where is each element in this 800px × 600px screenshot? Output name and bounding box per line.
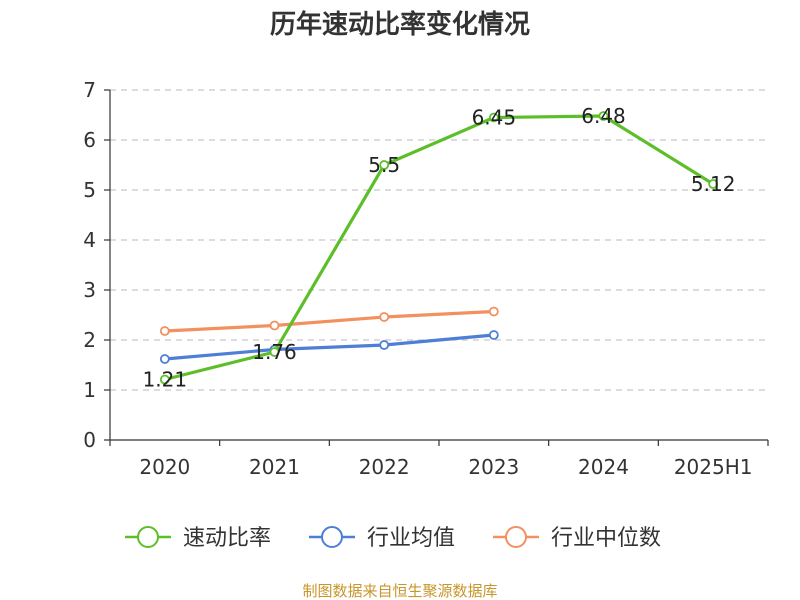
data-point bbox=[598, 111, 609, 121]
data-point bbox=[488, 306, 499, 317]
data-label: 5.12 bbox=[691, 172, 736, 196]
x-tick-label: 2025H1 bbox=[674, 455, 753, 479]
data-label: 6.48 bbox=[581, 104, 626, 128]
data-label: 6.45 bbox=[472, 106, 517, 130]
legend-marker bbox=[321, 526, 343, 548]
y-tick-label: 0 bbox=[83, 428, 96, 452]
data-point bbox=[159, 326, 170, 336]
y-tick-label: 4 bbox=[83, 228, 96, 252]
x-tick-label: 2020 bbox=[139, 455, 190, 479]
data-point bbox=[159, 354, 170, 364]
legend: 速动比率 行业均值 行业中位数 bbox=[125, 526, 661, 551]
data-point bbox=[379, 340, 390, 350]
axes: 0 1 2 3 4 5 6 7 2020 2021 2022 2023 2024 2025H1 bbox=[83, 78, 769, 479]
x-tick-label: 2023 bbox=[468, 455, 519, 479]
source-note: 制图数据来自恒生聚源数据库 bbox=[302, 582, 497, 600]
data-point bbox=[379, 312, 390, 322]
legend-label: 行业均值 bbox=[367, 526, 455, 551]
data-point bbox=[159, 374, 170, 385]
legend-label: 速动比率 bbox=[183, 526, 271, 551]
y-tick-label: 7 bbox=[83, 78, 96, 102]
data-point bbox=[269, 320, 280, 331]
data-point bbox=[269, 347, 280, 357]
data-label: 1.76 bbox=[252, 340, 297, 364]
data-point bbox=[488, 330, 499, 340]
y-tick-label: 1 bbox=[83, 378, 96, 402]
chart-title: 历年速动比率变化情况 bbox=[270, 9, 530, 40]
y-tick-label: 5 bbox=[83, 178, 96, 202]
data-point bbox=[488, 112, 499, 123]
x-tick-label: 2022 bbox=[359, 455, 410, 479]
y-tick-label: 2 bbox=[83, 328, 96, 352]
data-label: 5.5 bbox=[368, 153, 400, 177]
data-labels: 1.21 1.76 5.5 6.45 6.48 5.12 bbox=[143, 104, 736, 392]
data-label: 1.21 bbox=[143, 368, 188, 392]
y-tick-label: 6 bbox=[83, 128, 96, 152]
x-tick-label: 2021 bbox=[249, 455, 300, 479]
data-point bbox=[379, 160, 390, 170]
grid bbox=[110, 89, 768, 391]
data-point bbox=[708, 179, 719, 189]
legend-marker bbox=[505, 526, 527, 548]
series-line bbox=[164, 114, 715, 382]
series-layer bbox=[159, 111, 719, 385]
series-line bbox=[164, 333, 494, 361]
x-tick-label: 2024 bbox=[578, 455, 629, 479]
legend-marker bbox=[137, 526, 159, 548]
y-tick-label: 3 bbox=[83, 278, 96, 302]
series-line bbox=[164, 309, 494, 333]
legend-label: 行业中位数 bbox=[551, 526, 661, 551]
